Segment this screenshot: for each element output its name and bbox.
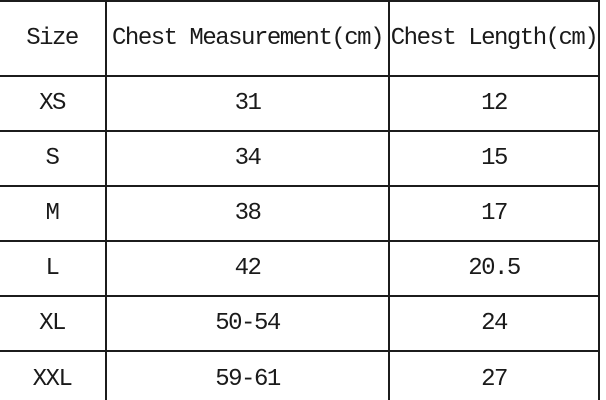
chest-measurement-cell: 38 [105, 185, 390, 242]
chest-measurement-cell: 31 [105, 75, 390, 132]
chest-length-cell: 17 [388, 185, 600, 242]
chest-measurement-cell: 50-54 [105, 295, 390, 352]
size-cell: M [0, 185, 107, 242]
table-row: M 38 17 [0, 185, 600, 242]
size-cell: XXL [0, 350, 107, 400]
header-row: Size Chest Measurement(cm) Chest Length(… [0, 0, 600, 77]
table-row: L 42 20.5 [0, 240, 600, 297]
table-row: XS 31 12 [0, 75, 600, 132]
chest-length-cell: 27 [388, 350, 600, 400]
col-header-chest-measurement: Chest Measurement(cm) [105, 0, 390, 77]
chest-measurement-cell: 59-61 [105, 350, 390, 400]
chest-measurement-cell: 42 [105, 240, 390, 297]
size-cell: L [0, 240, 107, 297]
size-cell: S [0, 130, 107, 187]
table-row: XL 50-54 24 [0, 295, 600, 352]
chest-length-cell: 12 [388, 75, 600, 132]
col-header-chest-length: Chest Length(cm) [388, 0, 600, 77]
chest-length-cell: 24 [388, 295, 600, 352]
chest-length-cell: 15 [388, 130, 600, 187]
col-header-size: Size [0, 0, 107, 77]
chest-length-cell: 20.5 [388, 240, 600, 297]
table-row: S 34 15 [0, 130, 600, 187]
chest-measurement-cell: 34 [105, 130, 390, 187]
size-cell: XL [0, 295, 107, 352]
size-cell: XS [0, 75, 107, 132]
table-row: XXL 59-61 27 [0, 350, 600, 400]
